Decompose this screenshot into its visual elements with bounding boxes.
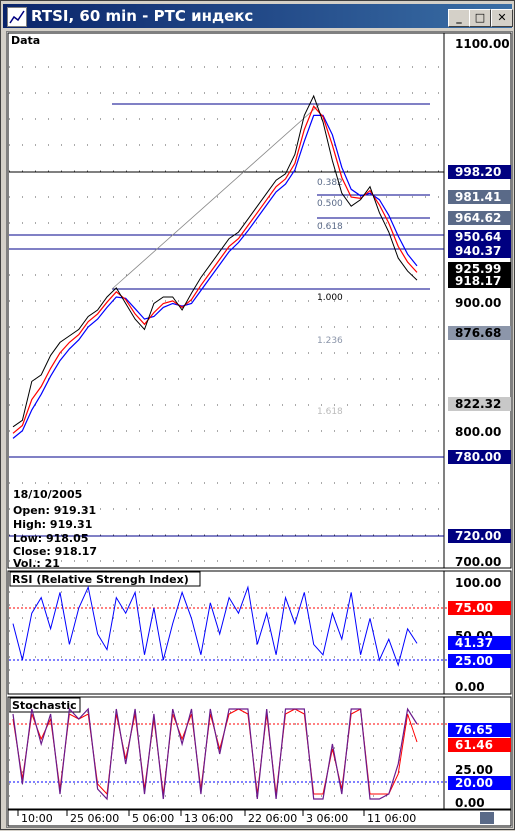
rsi-tick-100: 100.00 xyxy=(455,576,501,590)
time-tick: 3 06:00 xyxy=(306,812,348,825)
stoch-label-6146-bg xyxy=(448,738,511,752)
stoch-label-20: 20.00 xyxy=(455,776,493,790)
level-label-918-bg xyxy=(448,274,511,288)
stoch-label-6146: 61.46 xyxy=(455,738,493,752)
fib-label-0500: 0.500 xyxy=(317,199,343,209)
price-tick-700: 700.00 xyxy=(455,555,501,569)
rsi-title-box xyxy=(9,571,201,587)
level-label-950-bg xyxy=(448,230,511,244)
level-label-998-bg xyxy=(448,165,511,179)
rsi-label-4137-bg xyxy=(448,636,511,650)
stoch-k-series[interactable] xyxy=(12,707,418,801)
stoch-pane-title: Stochastic xyxy=(12,699,77,712)
time-tick: 25 06:00 xyxy=(70,812,119,825)
chart-app-icon xyxy=(7,7,27,27)
level-label-925: 925.99 xyxy=(455,262,501,276)
fib-label-1236: 1.236 xyxy=(317,336,343,346)
fib-label-0618: 0.618 xyxy=(317,222,343,232)
level-label-950: 950.64 xyxy=(455,230,501,244)
rsi-label-4137: 41.37 xyxy=(455,636,493,650)
title-bar[interactable]: RTSI, 60 min - РТС индекс _ □ ✕ xyxy=(3,4,513,28)
level-label-822-bg xyxy=(448,397,511,411)
info-close: Close: 918.17 xyxy=(13,545,97,558)
level-label-876-bg xyxy=(448,326,511,340)
minimize-button[interactable]: _ xyxy=(448,9,470,27)
level-label-998: 998.20 xyxy=(455,165,501,179)
level-label-876: 876.68 xyxy=(455,326,501,340)
price-tick-800: 800.00 xyxy=(455,425,501,439)
stoch-label-20-bg xyxy=(448,776,511,790)
moving-average-blue[interactable] xyxy=(12,114,418,439)
level-label-780: 780.00 xyxy=(455,450,501,464)
time-tick: 22 06:00 xyxy=(248,812,297,825)
level-label-720-bg xyxy=(448,529,511,543)
moving-average-red[interactable] xyxy=(12,105,418,434)
time-tick: 5 06:00 xyxy=(132,812,174,825)
rsi-label-75: 75.00 xyxy=(455,601,493,615)
rsi-pane-frame xyxy=(7,570,445,695)
rsi-label-75-bg xyxy=(448,601,511,615)
maximize-button[interactable]: □ xyxy=(469,9,491,27)
level-label-780-bg xyxy=(448,450,511,464)
time-axis-frame xyxy=(7,809,512,827)
price-pane-frame xyxy=(7,32,445,569)
stoch-tick-25: 25.00 xyxy=(455,763,493,777)
rsi-pane-title: RSI (Relative Strengh Index) xyxy=(12,573,189,586)
level-label-940-bg xyxy=(448,244,511,258)
price-axis-frame xyxy=(443,32,512,569)
price-series[interactable] xyxy=(12,94,418,428)
level-label-964-bg xyxy=(448,211,511,225)
stoch-label-7665: 76.65 xyxy=(455,723,493,737)
stoch-tick-0: 0.00 xyxy=(455,796,485,810)
level-label-981-bg xyxy=(448,190,511,204)
time-tick: 11 06:00 xyxy=(367,812,416,825)
chart-canvas: Data 0.382 0.500 0.618 1.000 1.236 1.618 xyxy=(7,32,512,827)
time-axis-ticks: 10:00 25 06:00 5 06:00 13 06:00 22 06:00 3 06… xyxy=(17,810,416,825)
rsi-tick-0: 0.00 xyxy=(455,680,485,694)
info-volume: Vol.: 21 xyxy=(13,557,60,570)
level-label-940: 940.37 xyxy=(455,244,501,258)
info-open: Open: 919.31 xyxy=(13,504,96,517)
close-button[interactable]: ✕ xyxy=(491,9,513,27)
stoch-pane-frame xyxy=(7,696,445,810)
time-tick: 13 06:00 xyxy=(184,812,233,825)
fib-trend-line[interactable] xyxy=(111,103,321,290)
info-date: 18/10/2005 xyxy=(13,488,82,501)
chart-panel: Data 0.382 0.500 0.618 1.000 1.236 1.618 xyxy=(6,31,513,828)
fib-label-1000: 1.000 xyxy=(317,293,343,303)
level-label-822: 822.32 xyxy=(455,397,501,411)
rsi-axis-frame xyxy=(443,570,512,695)
window-title: RTSI, 60 min - РТС индекс xyxy=(31,7,254,25)
stoch-title-box xyxy=(9,697,81,713)
info-high: High: 919.31 xyxy=(13,518,92,531)
time-tick: 10:00 xyxy=(21,812,53,825)
level-label-964: 964.62 xyxy=(455,211,501,225)
stoch-label-7665-bg xyxy=(448,723,511,737)
level-label-925-bg xyxy=(448,262,511,276)
level-label-918: 918.17 xyxy=(455,274,501,288)
rsi-label-25: 25.00 xyxy=(455,654,493,668)
level-label-981: 981.41 xyxy=(455,190,501,204)
fib-label-1618: 1.618 xyxy=(317,407,343,417)
price-tick-1100: 1100.00 xyxy=(455,37,510,51)
price-tick-900: 900.00 xyxy=(455,296,501,310)
rsi-label-25-bg xyxy=(448,654,511,668)
scroll-icon[interactable] xyxy=(480,812,494,824)
level-label-720: 720.00 xyxy=(455,529,501,543)
stoch-axis-frame xyxy=(443,696,512,810)
fib-label-0382: 0.382 xyxy=(317,178,343,188)
rsi-series[interactable] xyxy=(12,585,418,667)
info-low: Low: 918.05 xyxy=(13,532,88,545)
price-pane-title: Data xyxy=(11,34,40,47)
